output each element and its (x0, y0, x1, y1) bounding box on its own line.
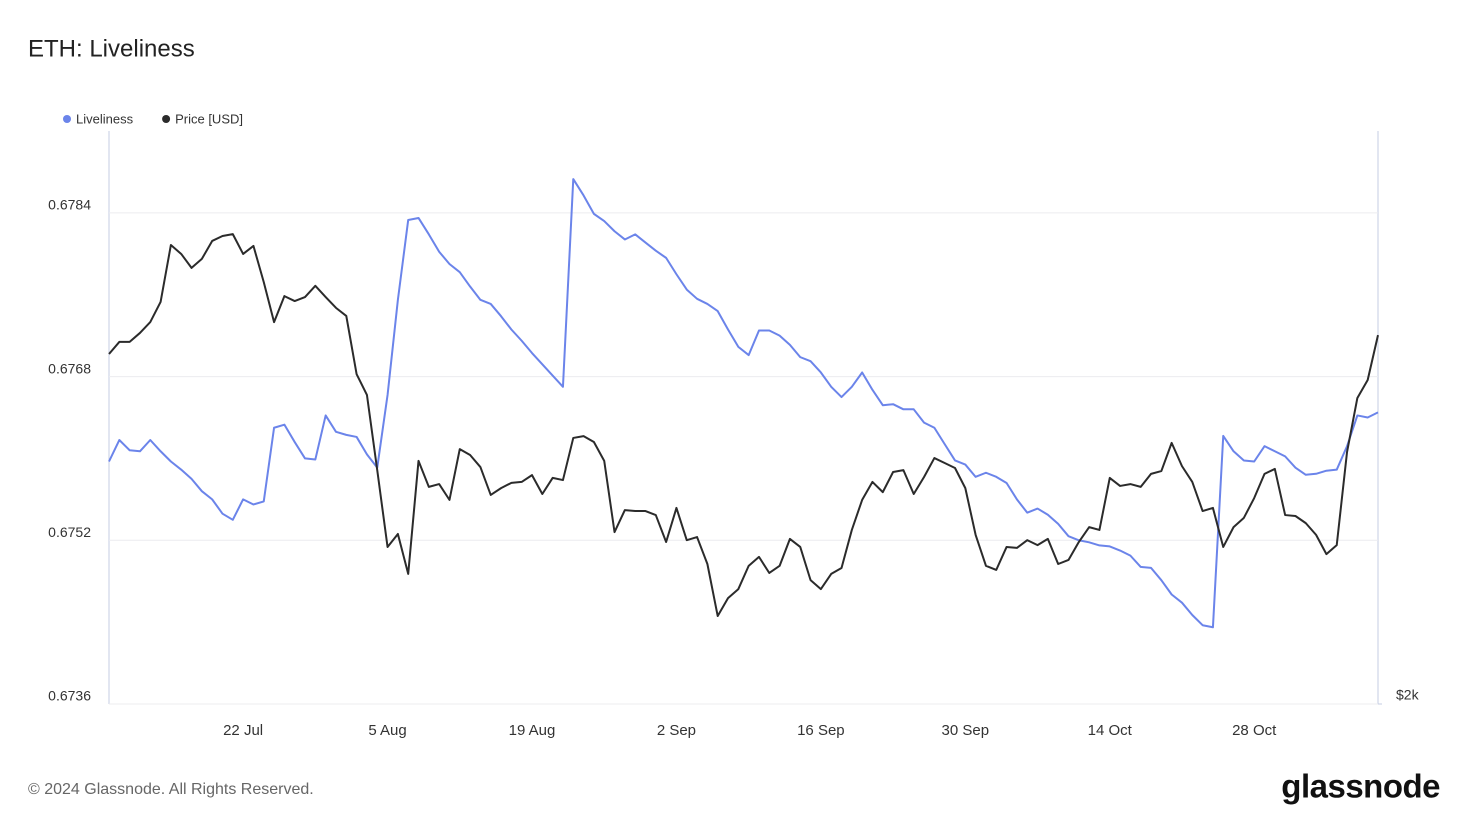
y-tick-label: 0.6784 (48, 197, 91, 213)
x-tick-label: 14 Oct (1088, 722, 1133, 739)
copyright: © 2024 Glassnode. All Rights Reserved. (28, 781, 314, 798)
legend-label: Liveliness (76, 111, 134, 126)
series-line (108, 233, 1379, 618)
series-line (108, 178, 1379, 629)
x-tick-label: 2 Sep (657, 722, 696, 739)
x-tick-label: 28 Oct (1232, 722, 1277, 739)
chart-title: ETH: Liveliness (28, 35, 195, 62)
y-tick-label: 0.6736 (48, 688, 91, 704)
x-tick-label: 30 Sep (942, 722, 990, 739)
x-tick-label: 22 Jul (223, 722, 263, 739)
x-tick-label: 16 Sep (797, 722, 845, 739)
legend-label: Price [USD] (175, 111, 243, 126)
x-tick-label: 19 Aug (509, 722, 556, 739)
x-tick-label: 5 Aug (368, 722, 406, 739)
logo: glassnode (1281, 768, 1440, 805)
y-tick-label: 0.6752 (48, 524, 91, 540)
y2-tick-label: $2k (1396, 687, 1420, 703)
legend-marker (162, 115, 171, 123)
y-tick-label: 0.6768 (48, 360, 91, 376)
legend-marker (63, 115, 71, 123)
